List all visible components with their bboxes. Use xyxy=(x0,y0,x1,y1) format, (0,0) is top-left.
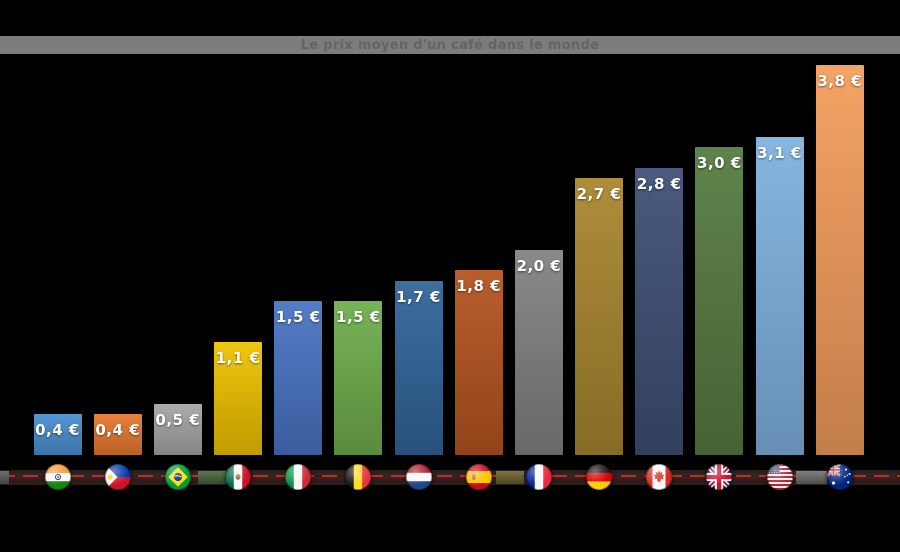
bar-value-label: 1,5 € xyxy=(336,308,381,326)
axis-strip-bottom-edge xyxy=(0,482,900,483)
flag-canada-icon xyxy=(646,464,673,490)
bar-india: 0,4 € xyxy=(33,414,82,455)
flag-brazil-icon xyxy=(164,464,191,490)
flag-netherlands-icon xyxy=(405,464,432,490)
bar-value-label: 1,5 € xyxy=(275,308,321,326)
axis-segment xyxy=(198,471,226,484)
bar-spain: 1,8 € xyxy=(454,270,503,455)
flag-india-icon xyxy=(44,464,71,490)
axis-segment xyxy=(0,471,9,484)
chart-title: Le prix moyen d'un café dans le monde xyxy=(300,37,600,53)
bar-value-label: 3,0 € xyxy=(697,154,742,172)
bar-value-label: 0,5 € xyxy=(155,411,201,429)
axis-dashed-line xyxy=(0,475,900,477)
flag-italy-icon xyxy=(285,464,312,490)
title-bar: Le prix moyen d'un café dans le monde xyxy=(0,36,900,54)
bar-united-kingdom: 3,0 € xyxy=(695,147,744,455)
bar-value-label: 1,8 € xyxy=(456,277,502,295)
axis-segment xyxy=(796,471,827,484)
bar-value-label: 3,1 € xyxy=(757,144,802,162)
bar-italy: 1,5 € xyxy=(274,301,323,455)
bar-united-states: 3,1 € xyxy=(755,137,804,455)
bar-belgium: 1,5 € xyxy=(334,301,383,455)
bar-mexico: 1,1 € xyxy=(214,342,262,455)
bar-value-label: 3,8 € xyxy=(817,72,863,90)
flag-australia-icon xyxy=(826,464,853,490)
bar-value-label: 1,1 € xyxy=(215,349,261,367)
axis-segment xyxy=(496,471,524,484)
bar-value-label: 0,4 € xyxy=(35,421,80,439)
flag-united-states-icon xyxy=(766,464,793,490)
bar-value-label: 2,8 € xyxy=(636,175,682,193)
bar-value-label: 2,0 € xyxy=(516,257,562,275)
flag-france-icon xyxy=(525,464,552,490)
bar-canada: 2,8 € xyxy=(635,168,684,455)
flag-germany-icon xyxy=(586,464,612,490)
bar-value-label: 1,7 € xyxy=(396,288,441,306)
axis-strip-top-edge xyxy=(0,471,900,472)
bar-philippines: 0,4 € xyxy=(93,414,142,455)
flag-philippines-icon xyxy=(104,464,131,490)
bar-netherlands: 1,7 € xyxy=(394,281,443,455)
flag-spain-icon xyxy=(465,464,492,490)
flag-united-kingdom-icon xyxy=(706,464,733,490)
bar-value-label: 0,4 € xyxy=(95,421,141,439)
bar-germany: 2,7 € xyxy=(575,178,623,455)
bar-australia: 3,8 € xyxy=(815,65,864,455)
bar-brazil: 0,5 € xyxy=(153,404,202,455)
flag-belgium-icon xyxy=(345,464,372,490)
bar-value-label: 2,7 € xyxy=(576,185,622,203)
flag-mexico-icon xyxy=(225,464,251,490)
bar-france: 2,0 € xyxy=(514,250,563,455)
